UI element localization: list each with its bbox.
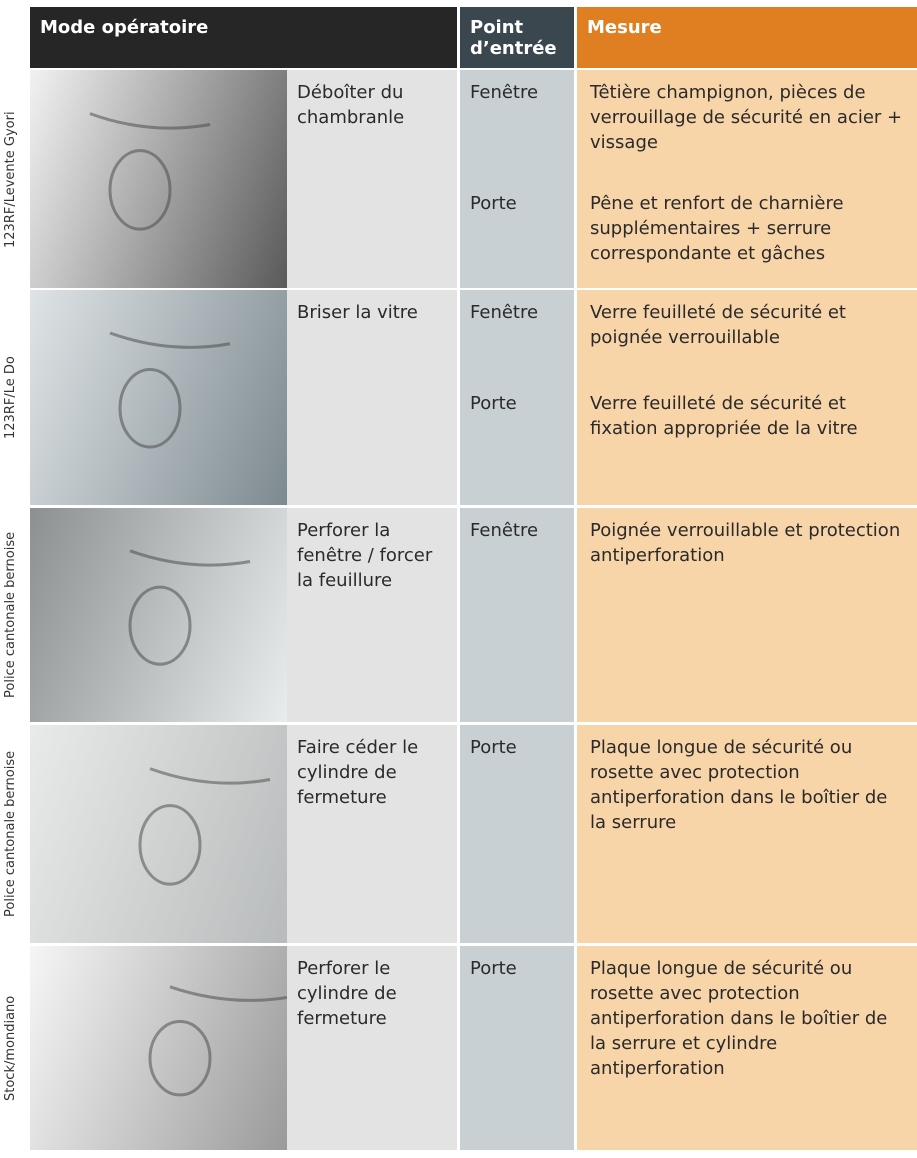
mesure-cell: Poignée verrouillable et protection anti… [577,508,917,722]
photo-art [109,331,231,449]
photo-credit: Police cantonale bernoise [0,508,22,722]
header-mode: Mode opératoire [30,7,457,68]
photo [30,946,291,1150]
header-mesure: Mesure [577,7,917,68]
mode-cell: Perforer la fenêtre / forcer la feuillur… [287,508,457,722]
mesure-cell: Plaque longue de sécurité ou rosette ave… [577,946,917,1150]
point-cell: Porte [460,725,574,943]
photo [30,290,287,505]
mesure-cell: Verre feuilleté de sécurité et poignée v… [577,290,917,378]
photo-art [148,985,291,1097]
mode-cell: Briser la vitre [287,290,457,505]
photo [30,725,287,943]
credit-text: Police cantonale bernoise [3,531,18,698]
point-cell: Fenêtre [460,70,574,178]
mesure-cell: Têtière champignon, pièces de verrouilla… [577,70,917,178]
mode-cell: Perforer le cylindre de fermeture [287,946,457,1150]
credit-text: 123RF/Levente Gyori [3,110,18,248]
point-cell: Fenêtre [460,508,574,722]
point-cell: Porte [460,946,574,1150]
mesure-cell: Verre feuilleté de sécurité et fixation … [577,381,917,505]
photo-credit: 123RF/Levente Gyori [0,70,22,288]
point-cell: Porte [460,181,574,288]
photo-credit: 123RF/Le Do [0,290,22,505]
credit-text: 123RF/Le Do [3,356,18,439]
mode-cell: Faire céder le cylindre de fermeture [287,725,457,943]
photo-credit: Stock/mondiano [0,946,22,1150]
photo-credit: Police cantonale bernoise [0,725,22,943]
credit-text: Police cantonale bernoise [3,750,18,917]
photo-art [128,549,251,666]
photo [30,508,287,722]
point-cell: Fenêtre [460,290,574,378]
mode-cell: Déboîter du chambranle [287,70,457,288]
mesure-cell: Plaque longue de sécurité ou rosette ave… [577,725,917,943]
mesure-cell: Pêne et renfort de charnière supplémenta… [577,181,917,288]
credit-text: Stock/mondiano [3,995,18,1101]
photo [30,70,287,288]
photo-art [138,767,271,886]
header-point: Point d’entrée [460,7,574,68]
point-cell: Porte [460,381,574,505]
photo-art [89,112,211,231]
